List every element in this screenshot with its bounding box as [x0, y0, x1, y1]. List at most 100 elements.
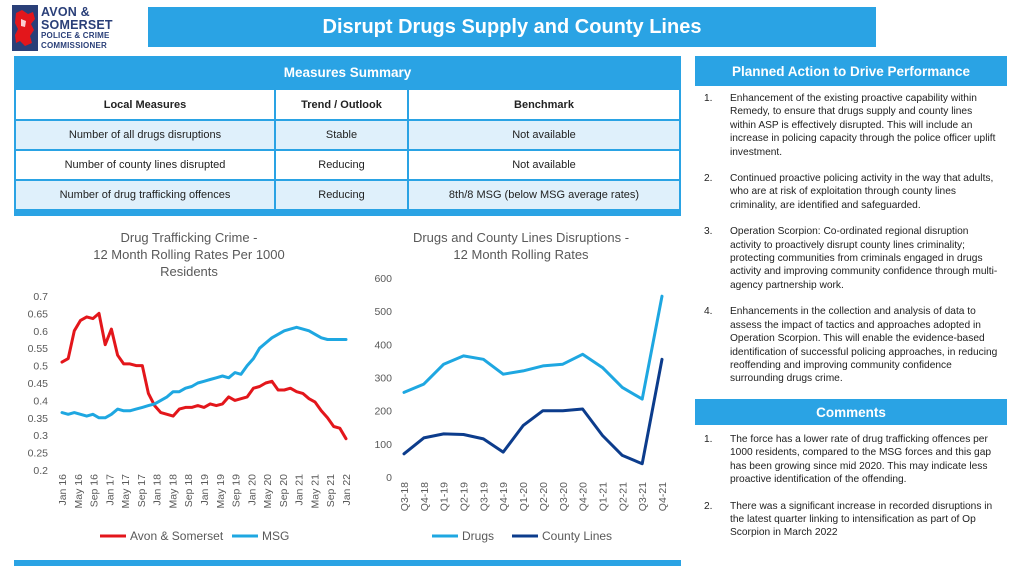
y-tick-label: 0.2 [33, 465, 48, 477]
list-item-number: 1. [704, 434, 713, 445]
list-item-number: 2. [704, 173, 713, 185]
x-tick-label: May 19 [215, 474, 227, 509]
y-tick-label: 0.35 [28, 413, 49, 425]
x-tick-label: Sep 20 [278, 474, 290, 507]
list-item-number: 3. [704, 226, 713, 238]
x-tick-label: Jan 21 [294, 474, 306, 506]
y-tick-label: 500 [374, 306, 392, 318]
y-tick-label: 0.6 [33, 326, 48, 338]
y-tick-label: 0.25 [28, 448, 49, 460]
table-row: Number of all drugs disruptions Stable N… [14, 119, 681, 151]
charts-svg: Drug Trafficking Crime - 12 Month Rolling… [28, 230, 669, 543]
chart-title-line: 12 Month Rolling Rates Per 1000 [93, 247, 285, 262]
charts-area: Drug Trafficking Crime - 12 Month Rolling… [14, 210, 681, 566]
list-item-number: 4. [704, 306, 713, 318]
planned-action-title: Planned Action to Drive Performance [695, 56, 1007, 86]
x-tick-label: Sep 19 [231, 474, 243, 507]
y-tick-label: 0.5 [33, 361, 48, 373]
chart-title-line: Residents [160, 264, 218, 279]
x-tick-label: May 17 [120, 474, 132, 509]
title-bar: Disrupt Drugs Supply and County Lines [148, 7, 876, 47]
chart-title-line: Drug Trafficking Crime - [120, 230, 257, 245]
x-tick-label: May 21 [309, 474, 321, 509]
measures-panel: Measures Summary Local Measures Trend / … [14, 56, 681, 566]
county-map-icon [12, 5, 38, 51]
y-tick-label: 0.45 [28, 378, 49, 390]
logo-line3: POLICE & CRIME [41, 31, 110, 41]
list-item: 2. Continued proactive policing activity … [695, 172, 1007, 212]
list-item: 3. Operation Scorpion: Co-ordinated regio… [695, 225, 1007, 292]
table-cell: 8th/8 MSG (below MSG average rates) [407, 179, 681, 211]
measures-summary-title: Measures Summary [283, 64, 412, 80]
legend-label: Drugs [462, 529, 494, 543]
x-tick-label: Q1-21 [597, 482, 609, 511]
y-tick-label: 400 [374, 339, 392, 351]
y-tick-label: 0.4 [33, 395, 48, 407]
x-tick-label: Q1-20 [518, 482, 530, 511]
page-title: Disrupt Drugs Supply and County Lines [322, 15, 702, 38]
x-tick-label: Q3-19 [478, 482, 490, 511]
x-tick-label: Jan 19 [199, 474, 211, 506]
legend-label: County Lines [542, 529, 612, 543]
x-tick-label: Jan 17 [104, 474, 116, 506]
x-tick-label: Q2-21 [617, 482, 629, 511]
comments-title: Comments [695, 399, 1007, 425]
x-tick-label: Q3-21 [637, 482, 649, 511]
logo-line4: COMMISSIONER [41, 40, 107, 50]
table-cell: Not available [407, 119, 681, 151]
x-tick-label: Jan 16 [57, 474, 69, 506]
x-tick-label: May 18 [167, 474, 179, 509]
list-item-number: 1. [704, 93, 713, 104]
list-item-text: There was a significant increase in reco… [730, 500, 993, 539]
x-tick-label: Sep 17 [136, 474, 148, 507]
series-line-msg [60, 325, 348, 420]
y-tick-label: 0.3 [33, 430, 48, 442]
x-tick-label: Jan 18 [152, 474, 164, 506]
x-tick-label: May 20 [262, 474, 274, 509]
y-tick-label: 600 [374, 273, 392, 285]
column-header-local-measures: Local Measures [14, 88, 276, 121]
x-tick-label: Q4-21 [657, 482, 669, 511]
x-tick-label: Q3-18 [399, 482, 411, 511]
x-tick-label: Q2-19 [459, 482, 471, 511]
list-item-text: Enhancements in the collection and analy… [730, 306, 998, 385]
y-tick-label: 0.7 [33, 291, 48, 303]
table-header-row: Local Measures Trend / Outlook Benchmark [14, 88, 681, 121]
series-line-avon-somerset [60, 311, 348, 441]
x-tick-label: Q1-19 [439, 482, 451, 511]
logo-line1: AVON & [41, 5, 90, 20]
table-cell: Reducing [274, 179, 409, 211]
chart-title-line: 12 Month Rolling Rates [453, 247, 589, 262]
list-item-text: Enhancement of the existing proactive ca… [730, 93, 996, 158]
series-line-drugs [402, 294, 664, 401]
y-tick-label: 200 [374, 406, 392, 418]
x-tick-label: Sep 21 [325, 474, 337, 507]
table-row: Number of drug trafficking offences Redu… [14, 179, 681, 211]
column-header-trend: Trend / Outlook [274, 88, 409, 121]
list-item-text: The force has a lower rate of drug traff… [730, 434, 992, 486]
list-item: 1. Enhancement of the existing proactive … [695, 92, 1007, 159]
pcc-logo: AVON & SOMERSET POLICE & CRIME COMMISSIO… [12, 4, 140, 52]
x-tick-label: Q3-20 [558, 482, 570, 511]
y-tick-label: 100 [374, 439, 392, 451]
logo-line2: SOMERSET [41, 17, 113, 32]
right-panel: Planned Action to Drive Performance 1. En… [695, 56, 1007, 566]
list-item-text: Continued proactive policing activity in… [730, 173, 994, 211]
y-tick-label: 0.65 [28, 308, 49, 320]
y-tick-label: 0 [386, 472, 392, 484]
table-cell: Reducing [274, 149, 409, 181]
x-tick-label: Sep 18 [183, 474, 195, 507]
legend-label: MSG [262, 529, 289, 543]
comments-list: 1. The force has a lower rate of drug tra… [695, 433, 1007, 553]
x-tick-label: Q4-18 [419, 482, 431, 511]
series-line-county-lines [402, 357, 664, 466]
list-item-number: 2. [704, 500, 713, 512]
y-tick-label: 300 [374, 373, 392, 385]
table-cell: Stable [274, 119, 409, 151]
chart-title-line: Drugs and County Lines Disruptions - [413, 230, 629, 245]
x-tick-label: Q4-19 [498, 482, 510, 511]
table-cell: Not available [407, 149, 681, 181]
x-tick-label: Q4-20 [578, 482, 590, 511]
measures-table: Local Measures Trend / Outlook Benchmark… [14, 88, 681, 211]
